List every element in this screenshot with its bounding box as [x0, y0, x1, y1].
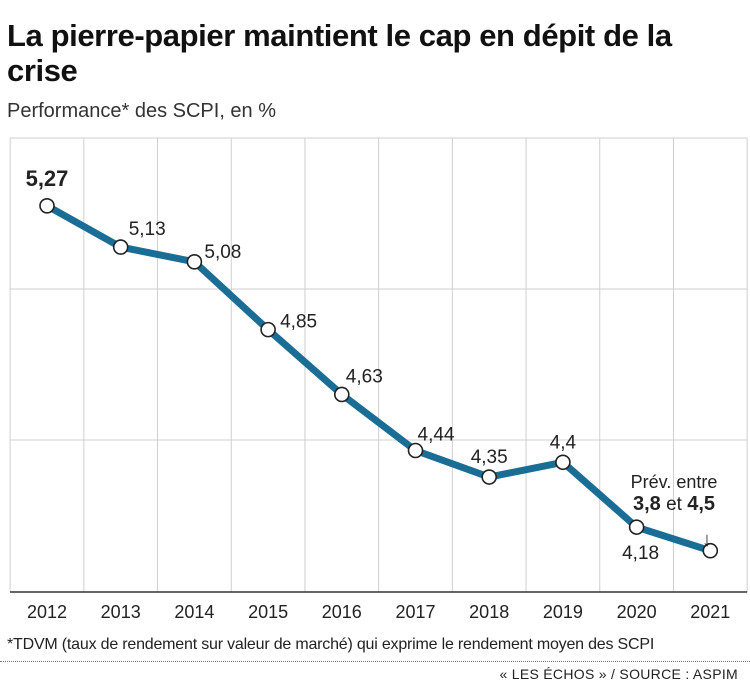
data-label-2016: 4,63: [346, 366, 383, 387]
data-point-2012: [39, 198, 55, 214]
x-tick-label-2018: 2018: [469, 602, 509, 622]
data-point-2017: [407, 442, 424, 459]
x-tick-label-2014: 2014: [174, 602, 214, 622]
forecast-low: 3,8: [632, 493, 661, 515]
data-label-2017: 4,44: [418, 424, 455, 445]
data-labels: 5,27 5,13 5,08 4,85 4,63 4,44 4,35 4,4 4,18: [26, 166, 660, 564]
data-point-2020: [628, 519, 645, 535]
forecast-annotation: Prév. entre 3,8 et 4,5: [612, 472, 736, 516]
data-points: [39, 198, 719, 559]
x-tick-label-2012: 2012: [27, 602, 67, 622]
footnote: *TDVM (taux de rendement sur valeur de m…: [7, 636, 655, 653]
divider: [0, 661, 750, 662]
data-point-2018: [481, 469, 498, 485]
x-tick-label-2013: 2013: [101, 602, 141, 622]
data-point-2019: [555, 454, 571, 471]
source-credit: « LES ÉCHOS » / SOURCE : ASPIM: [499, 666, 738, 682]
x-tick-label-2017: 2017: [395, 602, 435, 622]
data-point-2015: [260, 321, 276, 338]
x-tick-label-2015: 2015: [248, 602, 288, 622]
chart-subtitle: Performance* des SCPI, en %: [7, 100, 277, 122]
x-axis-ticks: 2012 2013 2014 2015 2016 2017 2018 2019 2020 2021: [27, 602, 730, 622]
grid-lines: [9, 137, 748, 593]
forecast-connector: et: [666, 494, 682, 515]
data-label-2018: 4,35: [471, 447, 508, 468]
data-label-2019: 4,4: [550, 432, 577, 453]
x-tick-label-2016: 2016: [322, 602, 362, 622]
data-point-2021: [702, 542, 719, 559]
x-tick-label-2019: 2019: [543, 602, 583, 622]
series-line-path: [43, 202, 714, 555]
data-label-2020: 4,18: [622, 543, 659, 564]
data-point-2013: [112, 239, 129, 255]
x-tick-label-2021: 2021: [690, 602, 730, 622]
data-point-2014: [186, 254, 203, 270]
forecast-arrow-icon: ↓: [702, 529, 712, 551]
data-point-2016: [333, 386, 350, 403]
series-line: [43, 202, 714, 555]
data-label-2014: 5,08: [204, 242, 241, 263]
chart-title: La pierre-papier maintient le cap en dép…: [7, 18, 672, 88]
forecast-label: Prév. entre: [630, 472, 718, 492]
forecast-range: 3,8 et 4,5: [612, 493, 736, 516]
forecast-high: 4,5: [687, 493, 716, 515]
data-label-2012: 5,27: [26, 166, 69, 191]
data-label-2013: 5,13: [129, 219, 166, 240]
data-label-2015: 4,85: [280, 312, 317, 333]
x-tick-label-2020: 2020: [617, 602, 657, 622]
